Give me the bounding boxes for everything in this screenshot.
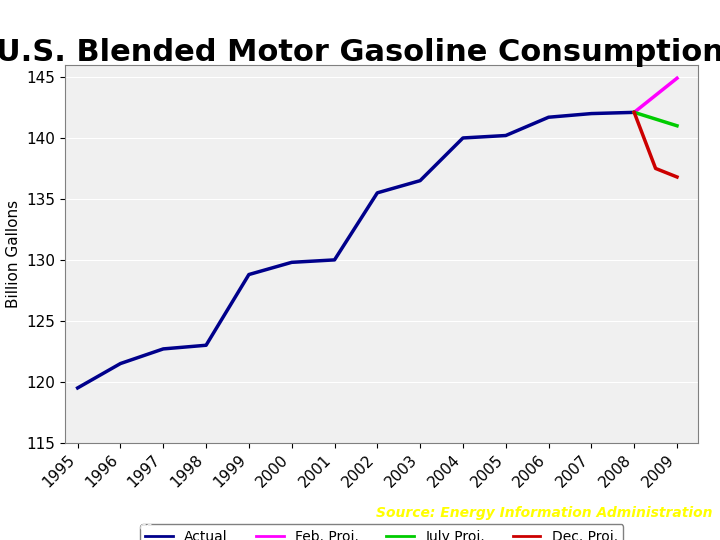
Text: IOWA STATE UNIVERSITY: IOWA STATE UNIVERSITY — [7, 496, 253, 514]
Line: Feb. Proj.: Feb. Proj. — [634, 78, 677, 112]
Actual — [373, 190, 382, 196]
Text: Department of Economics: Department of Economics — [7, 522, 152, 531]
Text: Source: Energy Information Administration: Source: Energy Information Administratio… — [377, 506, 713, 520]
Actual — [587, 110, 595, 117]
Text: U.S. Blended Motor Gasoline Consumption: U.S. Blended Motor Gasoline Consumption — [0, 38, 720, 67]
Actual — [73, 384, 82, 391]
July Proj. — [630, 109, 639, 116]
Feb. Proj. — [630, 109, 639, 116]
Actual — [501, 132, 510, 139]
July Proj. — [672, 123, 681, 129]
Line: Dec. Proj.: Dec. Proj. — [634, 112, 677, 177]
Actual — [159, 346, 168, 352]
Feb. Proj. — [672, 75, 681, 82]
Dec. Proj. — [652, 165, 660, 172]
Actual — [416, 178, 425, 184]
Actual — [459, 134, 467, 141]
Actual — [630, 109, 639, 116]
Actual — [245, 271, 253, 278]
Line: Actual: Actual — [78, 112, 634, 388]
Actual — [287, 259, 296, 266]
Actual — [202, 342, 210, 348]
Legend: Actual, Feb. Proj., July Proj., Dec. Proj.: Actual, Feb. Proj., July Proj., Dec. Pro… — [140, 524, 624, 540]
Actual — [544, 114, 553, 120]
Y-axis label: Billion Gallons: Billion Gallons — [6, 200, 21, 308]
Actual — [330, 256, 339, 263]
Line: July Proj.: July Proj. — [634, 112, 677, 126]
Dec. Proj. — [672, 174, 681, 180]
Dec. Proj. — [630, 109, 639, 116]
Actual — [116, 360, 125, 367]
